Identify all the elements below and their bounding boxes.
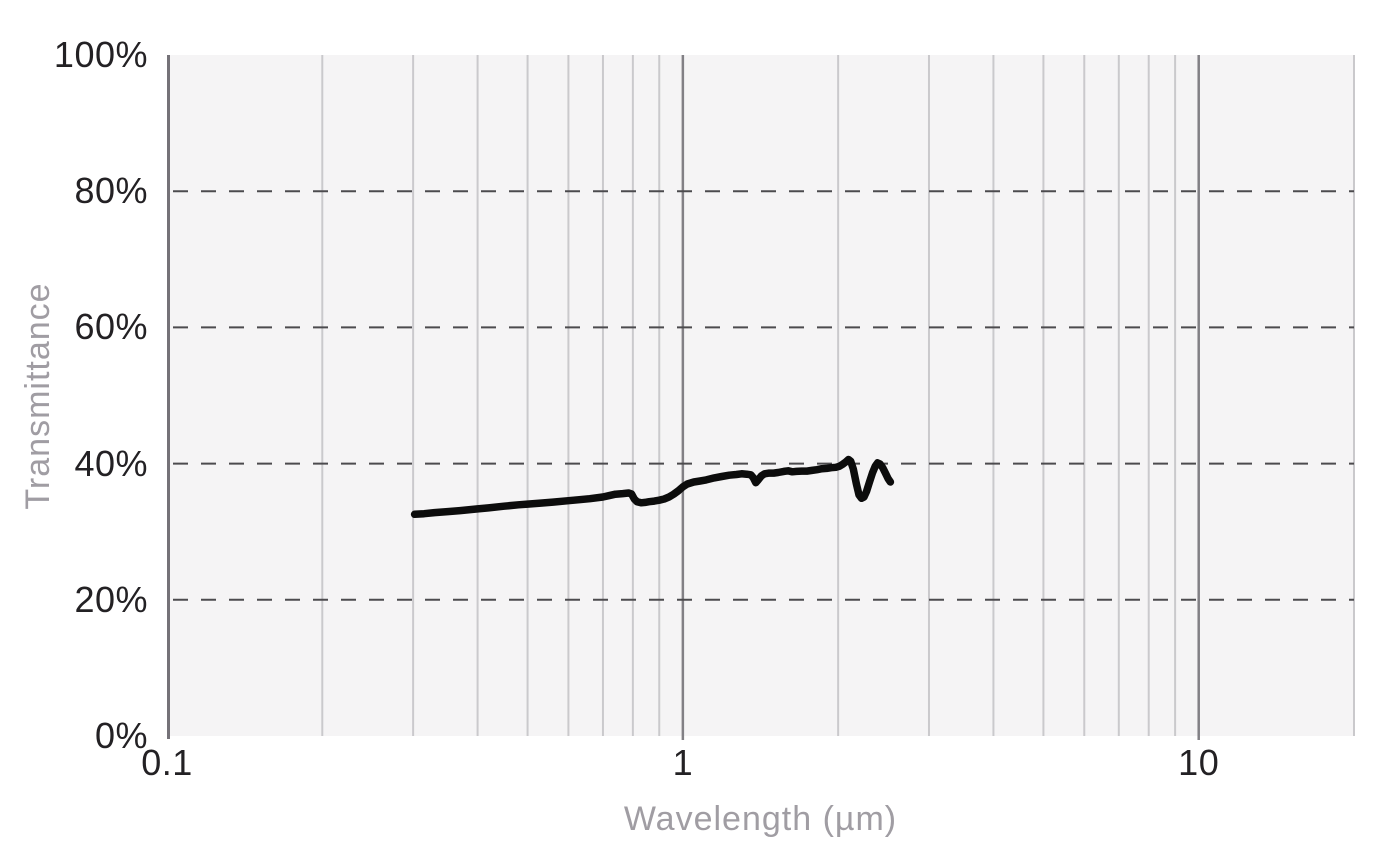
x-axis-title: Wavelength (µm)	[623, 800, 898, 838]
plot-area	[167, 55, 1355, 740]
x-tick-label-10: 10	[1178, 742, 1220, 783]
y-tick-label-100: 100%	[53, 34, 148, 75]
y-axis-title: Transmittance	[19, 282, 57, 510]
plot-canvas	[167, 55, 1355, 740]
y-tick-label-20: 20%	[74, 578, 148, 620]
x-tick-label-1: 1	[672, 742, 694, 783]
y-tick-label-0: 0%	[94, 715, 148, 756]
y-tick-label-80: 80%	[74, 170, 148, 212]
x-tick-label-0.1: 0.1	[141, 742, 193, 783]
series-line-transmittance	[410, 455, 895, 519]
